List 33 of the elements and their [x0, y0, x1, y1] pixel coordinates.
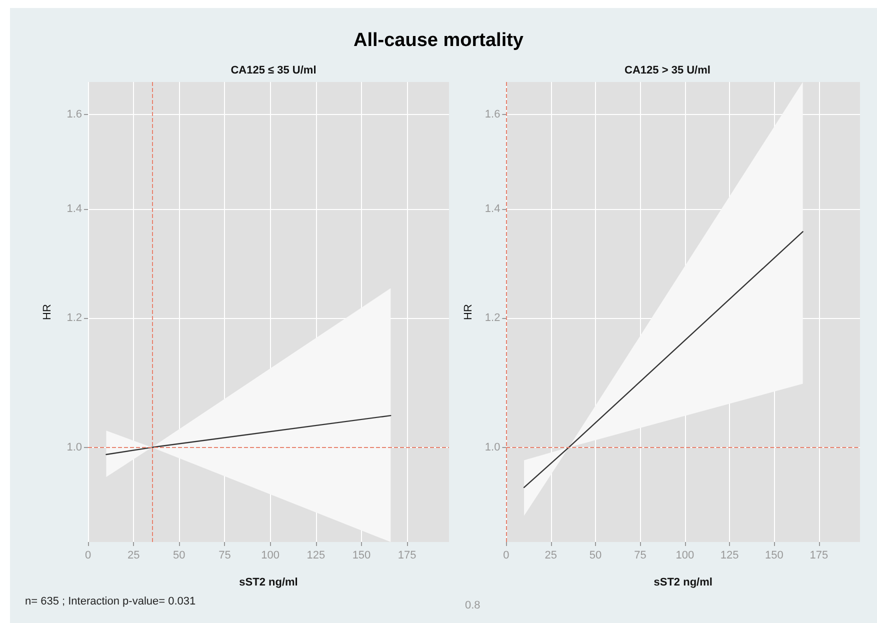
x-tick-label: 75 — [218, 550, 231, 562]
x-tick-label: 100 — [676, 550, 694, 562]
x-tick-label: 50 — [173, 550, 186, 562]
y-tick-label: 1.4 — [66, 203, 82, 216]
y-tick-label: 1.6 — [484, 108, 500, 120]
chart-title: All-cause mortality — [352, 30, 524, 52]
text: n= 635 ; Interaction p-value= 0.031 — [25, 596, 196, 608]
y-tick-label: 1.0 — [484, 441, 500, 454]
chart-subtitle: CA125 ≤ 35 U/ml — [230, 64, 316, 76]
y-tick-label: 1.6 — [66, 108, 82, 120]
text: 0.8 — [465, 600, 480, 612]
x-tick-label: 175 — [398, 550, 416, 562]
x-tick-label: 50 — [589, 550, 602, 562]
chart-subtitle: CA125 > 35 U/ml — [624, 64, 710, 76]
y-tick-label: 1.0 — [66, 441, 82, 454]
x-tick-label: 125 — [306, 550, 326, 562]
x-tick-label: 0 — [503, 550, 510, 562]
x-tick-label: 100 — [261, 550, 280, 562]
x-tick-label: 25 — [544, 550, 557, 562]
x-tick-label: 150 — [765, 550, 784, 562]
y-tick-label: 1.2 — [66, 312, 82, 324]
x-tick-label: 0 — [84, 550, 92, 562]
x-tick-label: 125 — [720, 550, 739, 562]
x-axis-title: sST2 ng/ml — [239, 576, 298, 588]
x-axis-title: sST2 ng/ml — [654, 576, 712, 588]
y-tick-label: 1.4 — [484, 203, 500, 216]
x-tick-label: 75 — [634, 550, 646, 562]
y-axis-title: HR — [462, 304, 474, 320]
x-tick-label: 175 — [810, 550, 828, 562]
y-axis-title: HR — [42, 304, 54, 320]
x-tick-label: 150 — [352, 550, 371, 562]
y-tick-label: 1.2 — [484, 312, 500, 324]
x-tick-label: 25 — [127, 550, 140, 562]
